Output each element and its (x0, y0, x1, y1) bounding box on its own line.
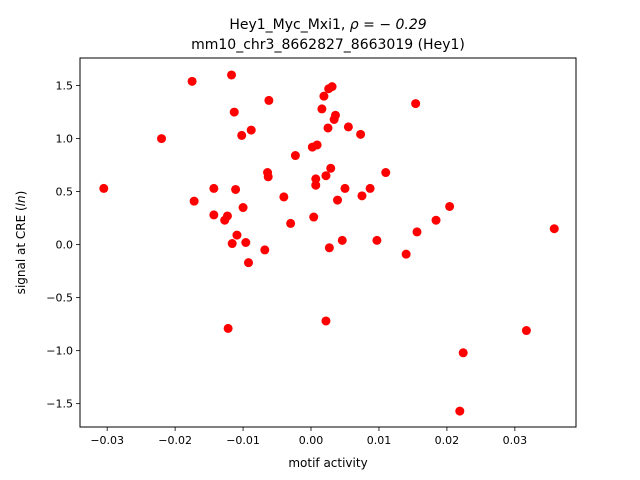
data-point (412, 227, 422, 237)
x-tick-label: 0.00 (299, 434, 324, 447)
data-point (157, 134, 167, 144)
data-point (324, 243, 334, 253)
data-point (209, 183, 219, 193)
x-axis-label: motif activity (288, 456, 367, 470)
data-point (458, 348, 468, 358)
data-point (312, 140, 322, 150)
data-point (286, 218, 296, 228)
y-tick-label: −0.5 (46, 292, 73, 305)
data-point (227, 239, 237, 249)
data-point (227, 70, 237, 80)
data-point (264, 95, 274, 105)
data-point (372, 235, 382, 245)
y-tick-label: 1.0 (56, 133, 74, 146)
x-tick-label: 0.02 (435, 434, 460, 447)
data-point (232, 230, 242, 240)
data-point (321, 316, 331, 326)
data-point (337, 235, 347, 245)
y-tick-label: 0.0 (56, 239, 74, 252)
data-point (321, 171, 331, 181)
data-point (223, 323, 233, 333)
data-point (263, 172, 273, 182)
data-point (401, 249, 411, 259)
data-point (317, 104, 327, 114)
data-point (290, 151, 300, 161)
data-point (521, 326, 531, 336)
y-tick-label: 1.5 (56, 80, 74, 93)
data-point (549, 224, 559, 234)
chart-title-line1: Hey1_Myc_Mxi1, ρ = − 0.29 (229, 17, 426, 33)
data-point (357, 191, 367, 201)
data-point (311, 180, 321, 190)
x-tick-label: 0.03 (503, 434, 528, 447)
data-point (246, 125, 256, 135)
data-point (319, 91, 329, 101)
y-axis-label: signal at CRE (ln) (14, 191, 28, 295)
data-point (333, 195, 343, 205)
y-tick-label: 0.5 (56, 186, 74, 199)
data-point (260, 245, 270, 255)
data-point (222, 211, 232, 221)
data-point (311, 174, 321, 184)
data-point (309, 212, 319, 222)
x-tick-label: 0.01 (367, 434, 392, 447)
data-point (231, 184, 241, 194)
data-point (241, 238, 251, 247)
chart-title-line2: mm10_chr3_8662827_8663019 (Hey1) (191, 37, 465, 53)
x-tick-label: −0.02 (158, 434, 192, 447)
plot-frame (79, 57, 577, 428)
data-point (187, 76, 197, 86)
y-tick-label: −1.0 (46, 345, 73, 358)
data-point (381, 168, 391, 178)
data-point (209, 210, 219, 220)
data-point (99, 183, 109, 193)
data-point (238, 203, 248, 213)
data-point (343, 122, 353, 132)
x-tick-label: −0.01 (226, 434, 260, 447)
data-point (445, 201, 455, 211)
data-points (99, 70, 559, 416)
data-point (327, 82, 337, 92)
x-axis-ticks: −0.03 −0.02 −0.01 0.00 0.01 0.02 0.03 (90, 427, 527, 447)
data-point (356, 129, 366, 139)
y-axis-ticks: −1.5 −1.0 −0.5 0.0 0.5 1.0 1.5 (46, 80, 80, 411)
data-point (431, 215, 441, 225)
data-point (189, 196, 199, 206)
data-point (323, 123, 333, 133)
data-point (340, 183, 350, 193)
x-tick-label: −0.03 (90, 434, 124, 447)
y-tick-label: −1.5 (46, 398, 73, 411)
data-point (279, 192, 289, 202)
data-point (455, 406, 465, 416)
data-point (229, 107, 239, 117)
data-point (411, 99, 421, 109)
data-point (326, 163, 336, 173)
data-point (365, 183, 375, 193)
data-point (330, 110, 340, 120)
data-point (237, 130, 247, 140)
data-point (244, 258, 253, 268)
